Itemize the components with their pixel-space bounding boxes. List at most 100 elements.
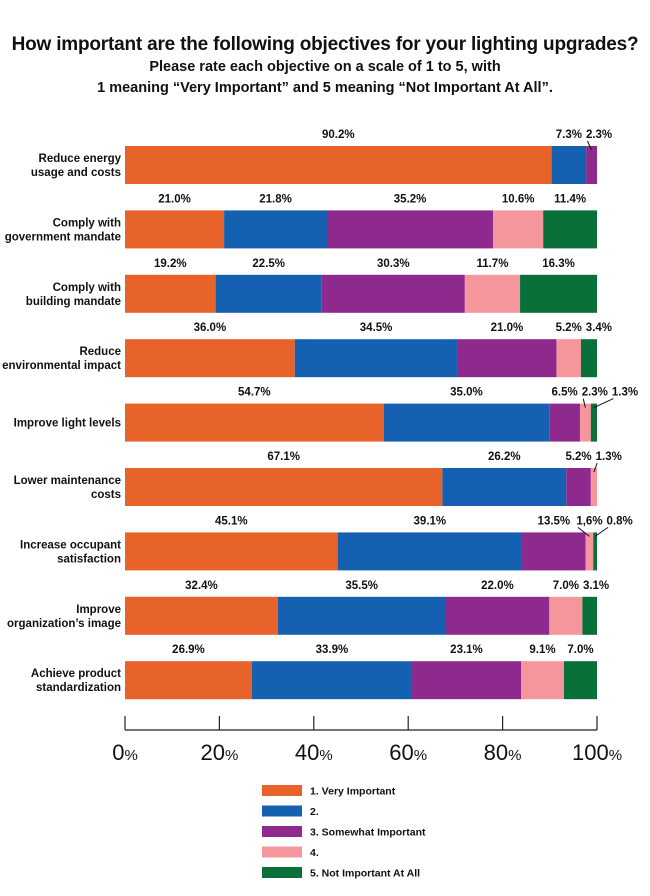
leader-line-7-5 — [594, 526, 609, 537]
value-label-5-4: 2.3% — [582, 387, 608, 399]
value-label-8-2: 35.5% — [345, 580, 378, 592]
bar-segment-7-3 — [522, 532, 586, 571]
value-label-1-2: 7.3% — [556, 129, 582, 141]
leader-line-5-5 — [593, 398, 614, 409]
value-label-3-2: 22.5% — [252, 258, 285, 270]
value-label-7-4: 1,6% — [576, 515, 602, 527]
legend-swatch-5 — [262, 867, 302, 878]
value-label-7-3: 13.5% — [538, 515, 571, 527]
legend-label-5: 5. Not Important At All — [310, 868, 420, 880]
value-label-7-2: 39.1% — [414, 515, 447, 527]
bar-segment-1-2 — [551, 146, 587, 184]
bar-segment-5-5 — [590, 403, 597, 442]
bar-segment-6-4 — [590, 468, 597, 506]
category-label-4: Reduce environmental impact — [2, 346, 121, 372]
bar-segment-1-3 — [586, 146, 597, 184]
value-label-6-1: 67.1% — [267, 451, 300, 463]
value-label-9-4: 9.1% — [529, 644, 555, 656]
bar-segment-9-5 — [563, 661, 597, 700]
value-label-9-5: 7.0% — [567, 644, 593, 656]
value-label-1-1: 90.2% — [322, 129, 355, 141]
bar-segment-4-2 — [294, 339, 458, 378]
value-label-3-5: 16.3% — [542, 258, 575, 270]
bar-segment-3-2 — [215, 274, 322, 313]
category-label-3: Comply with building mandate — [26, 282, 121, 308]
value-label-2-1: 21.0% — [158, 193, 191, 205]
legend-swatch-3 — [262, 826, 302, 837]
value-label-4-1: 36.0% — [194, 322, 227, 334]
value-label-7-5: 0.8% — [607, 515, 633, 527]
value-label-5-2: 35.0% — [450, 387, 483, 399]
category-label-1: Reduce energy usage and costs — [31, 153, 122, 179]
value-label-5-3: 6.5% — [551, 387, 577, 399]
value-label-4-5: 3.4% — [586, 322, 612, 334]
bar-segment-6-1 — [125, 468, 443, 506]
bar-segment-5-2 — [383, 403, 550, 442]
bar-segment-8-1 — [125, 596, 278, 635]
chart-title: How important are the following objectiv… — [11, 34, 639, 55]
legend-swatch-1 — [262, 785, 302, 796]
bar-segment-2-5 — [543, 210, 597, 249]
value-label-1-3: 2.3% — [586, 129, 612, 141]
chart-subtitle-line-1: Please rate each objective on a scale of… — [149, 59, 501, 75]
bar-segment-3-3 — [321, 274, 465, 313]
bar-segment-7-4 — [585, 532, 594, 571]
leader-line-7-4 — [577, 527, 590, 537]
value-label-4-3: 21.0% — [491, 322, 524, 334]
legend-label-1: 1. Very Important — [310, 786, 396, 798]
bar-segment-3-5 — [520, 274, 597, 313]
bar-segment-7-1 — [125, 532, 338, 571]
bar-segment-1-1 — [125, 146, 552, 184]
bar-segment-6-3 — [566, 468, 591, 506]
x-tick-label-0: 0% — [112, 740, 138, 765]
leader-line-6-4 — [593, 462, 598, 473]
value-label-6-4: 1.3% — [596, 451, 622, 463]
legend-swatch-4 — [262, 846, 302, 858]
bar-segment-5-4 — [579, 403, 591, 442]
legend-label-2: 2. — [310, 806, 319, 818]
value-label-7-1: 45.1% — [215, 515, 248, 527]
bar-segment-9-1 — [125, 661, 252, 700]
value-label-2-2: 21.8% — [259, 193, 292, 205]
legend-swatch-2 — [262, 805, 302, 817]
bar-segment-7-2 — [337, 532, 523, 571]
bar-segment-4-3 — [457, 339, 557, 378]
x-tick-label-20: 20% — [200, 740, 238, 765]
category-label-9: Achieve product standardization — [31, 668, 121, 694]
value-label-9-2: 33.9% — [316, 644, 349, 656]
bar-segment-8-3 — [445, 596, 550, 635]
category-label-7: Increase occupant satisfaction — [20, 539, 121, 565]
bar-segment-4-1 — [125, 339, 295, 378]
value-label-2-3: 35.2% — [394, 193, 427, 205]
bar-segment-3-1 — [125, 274, 216, 313]
bar-segment-8-2 — [277, 596, 446, 635]
value-label-3-3: 30.3% — [377, 258, 410, 270]
value-label-5-1: 54.7% — [238, 387, 271, 399]
value-label-8-4: 7.0% — [553, 580, 579, 592]
value-label-3-4: 11.7% — [476, 258, 508, 270]
value-label-2-5: 11.4% — [554, 193, 586, 205]
category-label-5: Improve light levels — [14, 418, 121, 430]
value-label-8-5: 3.1% — [583, 580, 609, 592]
value-label-6-3: 5.2% — [565, 451, 591, 463]
bar-segment-7-5 — [593, 532, 597, 571]
legend-label-4: 4. — [310, 847, 319, 859]
leader-line-5-4 — [582, 398, 586, 408]
bar-segment-8-5 — [582, 596, 597, 635]
value-label-9-1: 26.9% — [172, 644, 205, 656]
value-label-8-3: 22.0% — [481, 580, 514, 592]
bar-segment-2-1 — [125, 210, 225, 249]
chart-subtitle-line-2: 1 meaning “Very Important” and 5 meaning… — [97, 80, 553, 96]
bar-segment-9-3 — [411, 661, 522, 700]
bar-segment-4-4 — [556, 339, 581, 378]
value-label-4-2: 34.5% — [360, 322, 393, 334]
value-label-9-3: 23.1% — [450, 644, 483, 656]
value-label-8-1: 32.4% — [185, 580, 218, 592]
category-label-2: Comply with government mandate — [5, 217, 121, 243]
legend-label-3: 3. Somewhat Important — [310, 827, 426, 839]
x-tick-label-60: 60% — [389, 740, 427, 765]
bar-segment-9-2 — [251, 661, 412, 700]
bar-segment-5-3 — [549, 403, 580, 442]
bar-segment-3-4 — [464, 274, 521, 313]
value-label-2-4: 10.6% — [502, 193, 535, 205]
